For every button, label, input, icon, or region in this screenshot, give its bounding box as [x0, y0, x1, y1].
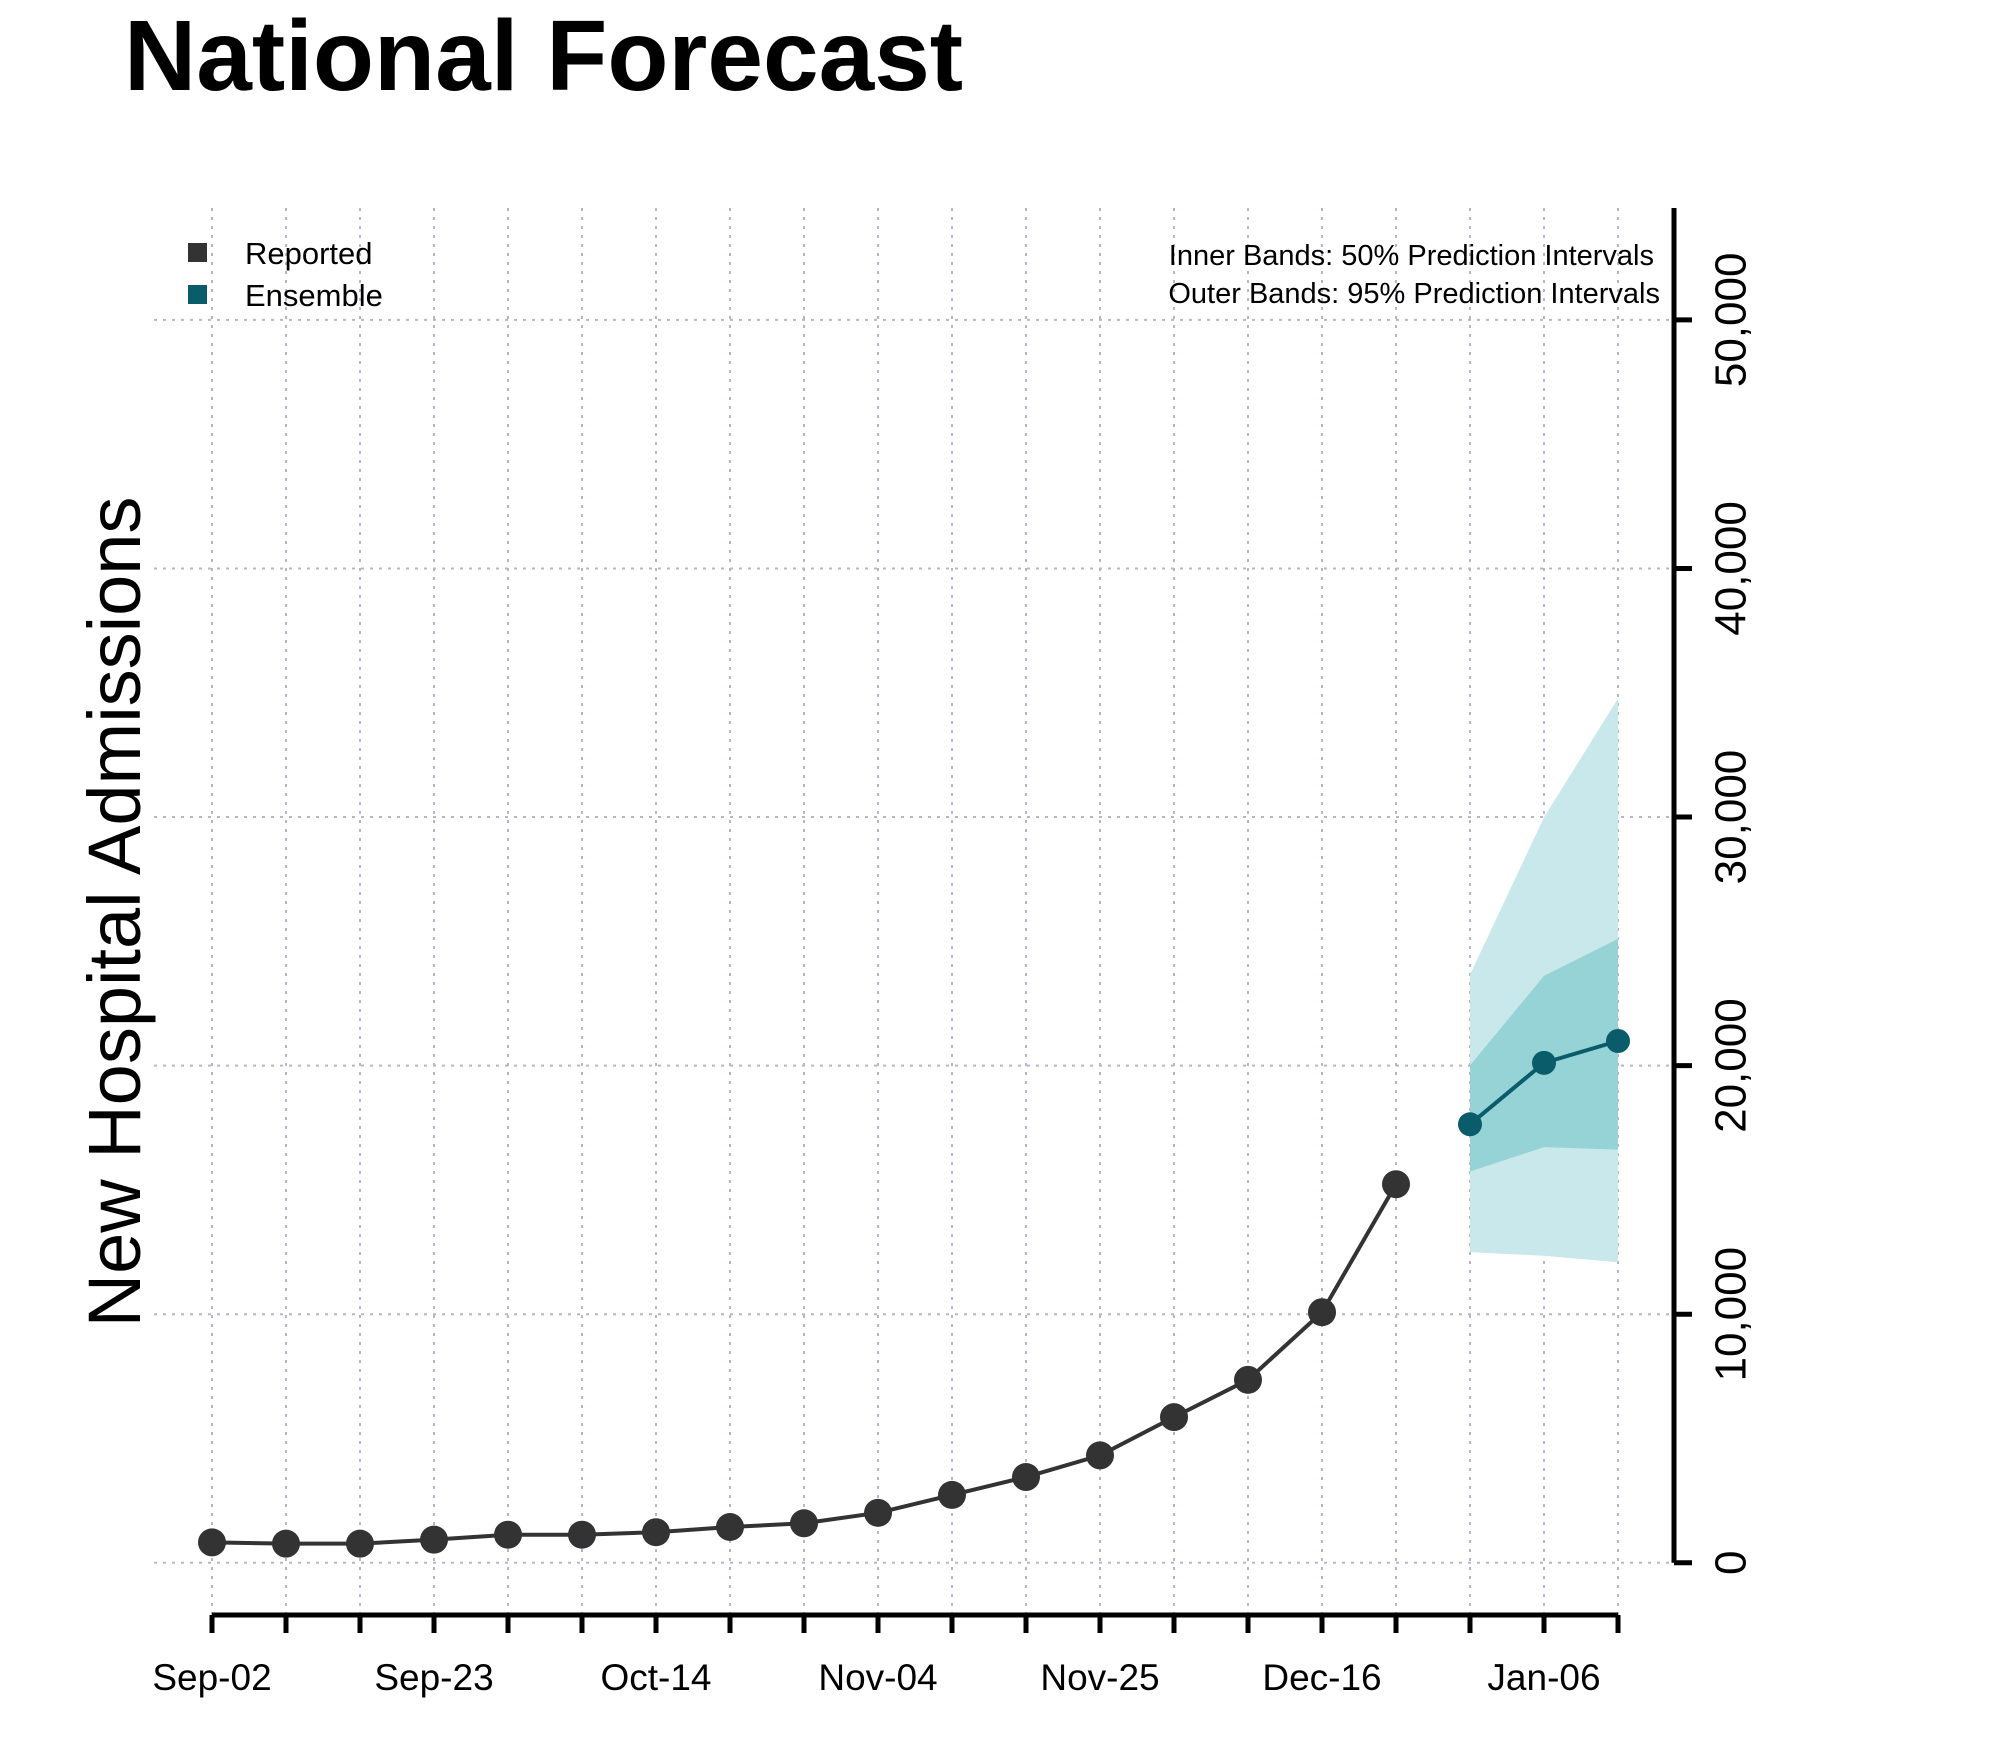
chart-title: National Forecast	[124, 0, 963, 112]
x-tick-label: Sep-02	[152, 1657, 271, 1698]
legend: Reported Ensemble	[188, 236, 383, 313]
data-point	[864, 1498, 892, 1527]
data-point	[1458, 1112, 1482, 1137]
data-point	[1532, 1050, 1556, 1075]
data-point	[272, 1529, 300, 1558]
grid	[154, 208, 1674, 1615]
series-points	[198, 1029, 1630, 1558]
data-point	[716, 1513, 744, 1542]
legend-label-reported: Reported	[245, 236, 373, 271]
legend-swatch-ensemble	[188, 285, 207, 304]
data-point	[938, 1480, 966, 1509]
data-point	[346, 1529, 374, 1558]
data-point	[420, 1525, 448, 1554]
y-tick-label: 10,000	[1707, 1247, 1756, 1382]
data-point	[1012, 1463, 1040, 1492]
data-point	[1606, 1029, 1630, 1054]
data-point	[1234, 1365, 1262, 1394]
y-tick-label: 50,000	[1707, 253, 1756, 388]
x-tick-label: Oct-14	[600, 1657, 711, 1698]
series-line-reported	[211, 1183, 1398, 1546]
axes: 0 10,000 20,000 30,000 40,000 50,000 Sep-02 Sep…	[152, 208, 1756, 1698]
x-tick-label: Nov-04	[818, 1657, 937, 1698]
x-tick-label: Sep-23	[374, 1657, 493, 1698]
prediction-bands	[1470, 698, 1618, 1263]
data-point	[1308, 1298, 1336, 1327]
data-point	[198, 1528, 226, 1557]
annotation-outer-bands: Outer Bands: 95% Prediction Intervals	[1168, 278, 1660, 310]
data-point	[568, 1520, 596, 1549]
y-tick-label: 30,000	[1707, 750, 1756, 885]
data-point	[1086, 1441, 1114, 1470]
y-tick-label: 0	[1707, 1551, 1756, 1575]
data-point	[1160, 1403, 1188, 1432]
data-point	[494, 1520, 522, 1549]
legend-swatch-reported	[188, 243, 207, 262]
y-tick-label: 20,000	[1707, 998, 1756, 1133]
x-tick-label: Nov-25	[1040, 1657, 1159, 1698]
x-tick-label: Dec-16	[1262, 1657, 1381, 1698]
legend-label-ensemble: Ensemble	[245, 278, 383, 313]
data-point	[790, 1509, 818, 1538]
x-tick-label: Jan-06	[1487, 1657, 1600, 1698]
y-axis-label: New Hospital Admissions	[73, 497, 156, 1328]
data-point	[642, 1518, 670, 1547]
series-lines	[211, 1039, 1619, 1546]
y-tick-label: 40,000	[1707, 501, 1756, 636]
annotation-inner-bands: Inner Bands: 50% Prediction Intervals	[1169, 240, 1654, 272]
data-point	[1382, 1170, 1410, 1199]
